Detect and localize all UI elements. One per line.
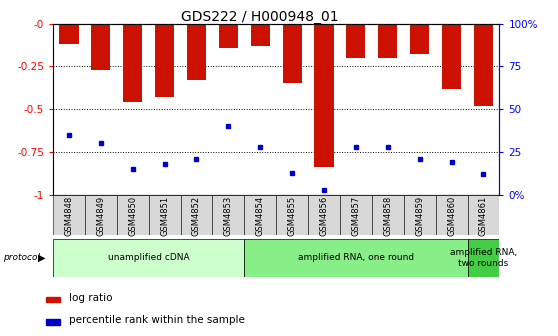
- Bar: [468, 239, 499, 277]
- Bar: [436, 195, 468, 235]
- Text: GSM4858: GSM4858: [383, 196, 392, 236]
- Text: protocol: protocol: [3, 253, 40, 262]
- Bar: [404, 195, 436, 235]
- Bar: [117, 195, 148, 235]
- Text: GDS222 / H000948_01: GDS222 / H000948_01: [181, 10, 338, 24]
- Bar: [244, 195, 276, 235]
- Bar: [85, 195, 117, 235]
- Bar: [53, 239, 244, 277]
- Bar: [46, 297, 60, 302]
- Bar: [308, 195, 340, 235]
- Text: unamplified cDNA: unamplified cDNA: [108, 253, 190, 262]
- Bar: [181, 195, 213, 235]
- Bar: [276, 195, 308, 235]
- Bar: [410, 24, 429, 54]
- Bar: [59, 24, 79, 44]
- Bar: [123, 24, 142, 102]
- Bar: [53, 195, 85, 235]
- Bar: [251, 24, 270, 46]
- Bar: [282, 24, 302, 84]
- Text: percentile rank within the sample: percentile rank within the sample: [69, 316, 244, 325]
- Bar: [92, 24, 110, 70]
- Bar: [315, 24, 334, 167]
- Bar: [187, 24, 206, 80]
- Text: GSM4852: GSM4852: [192, 196, 201, 236]
- Bar: [372, 195, 404, 235]
- Bar: [219, 24, 238, 47]
- Text: GSM4849: GSM4849: [97, 196, 105, 236]
- Text: GSM4848: GSM4848: [65, 196, 74, 236]
- Text: log ratio: log ratio: [69, 293, 112, 303]
- Bar: [213, 195, 244, 235]
- Text: ▶: ▶: [38, 253, 45, 263]
- Bar: [155, 24, 174, 97]
- Bar: [46, 320, 60, 325]
- Bar: [244, 239, 468, 277]
- Text: amplified RNA, one round: amplified RNA, one round: [298, 253, 414, 262]
- Text: GSM4860: GSM4860: [447, 196, 456, 236]
- Text: GSM4850: GSM4850: [128, 196, 137, 236]
- Bar: [474, 24, 493, 106]
- Text: amplified RNA,
two rounds: amplified RNA, two rounds: [450, 248, 517, 267]
- Bar: [347, 24, 365, 58]
- Text: GSM4856: GSM4856: [320, 196, 329, 236]
- Bar: [378, 24, 397, 58]
- Text: GSM4853: GSM4853: [224, 196, 233, 236]
- Bar: [468, 195, 499, 235]
- Text: GSM4851: GSM4851: [160, 196, 169, 236]
- Text: GSM4854: GSM4854: [256, 196, 264, 236]
- Bar: [148, 195, 181, 235]
- Bar: [340, 195, 372, 235]
- Bar: [442, 24, 461, 89]
- Text: GSM4855: GSM4855: [288, 196, 297, 236]
- Text: GSM4861: GSM4861: [479, 196, 488, 236]
- Text: GSM4859: GSM4859: [415, 196, 424, 236]
- Text: GSM4857: GSM4857: [352, 196, 360, 236]
